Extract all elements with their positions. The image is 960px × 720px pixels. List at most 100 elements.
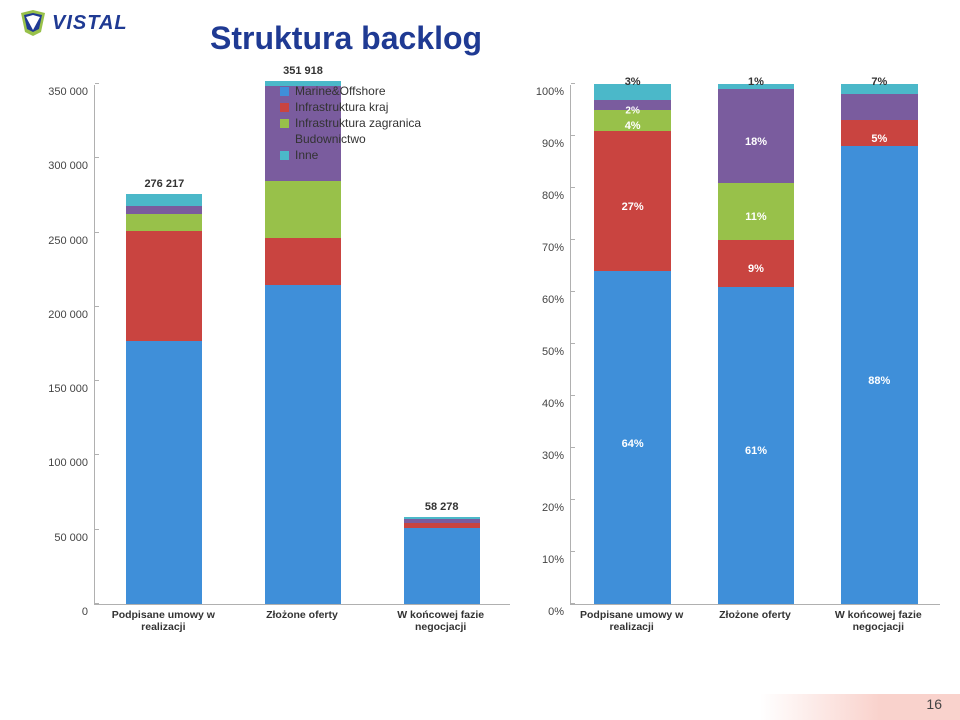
abs-bar-segment <box>126 341 202 604</box>
abs-bar-segment <box>126 206 202 214</box>
abs-y-axis: 050 000100 000150 000200 000250 000300 0… <box>40 85 94 605</box>
brand-name: VISTAL <box>52 12 128 35</box>
abs-chart: 050 000100 000150 000200 000250 000300 0… <box>40 85 510 645</box>
legend-swatch <box>280 103 289 112</box>
pct-x-labels: Podpisane umowy w realizacjiZłożone ofer… <box>570 609 940 645</box>
abs-tick-line <box>95 603 99 604</box>
pct-plot-area: 64%27%4%2%3%61%9%11%18%1%88%5%7% <box>570 85 940 605</box>
pct-data-label: 7% <box>841 76 917 88</box>
pct-y-tick: 30% <box>542 450 564 462</box>
legend-swatch <box>280 151 289 160</box>
pct-x-label: Złożone oferty <box>693 609 816 621</box>
abs-tick-line <box>95 83 99 84</box>
legend-label: Budownictwo <box>295 132 366 146</box>
abs-y-tick: 100 000 <box>48 457 88 469</box>
abs-tick-line <box>95 232 99 233</box>
pct-data-label: 3% <box>594 76 670 88</box>
pct-chart: 0% 10% 20% 30% 40% 50% 60% 70% 80% 90% 100% 64% 27%… <box>530 85 940 645</box>
abs-bar-segment <box>126 194 202 206</box>
abs-tick-line <box>95 380 99 381</box>
legend-label: Infrastruktura kraj <box>295 100 388 114</box>
page-number: 16 <box>926 696 942 712</box>
pct-tick-line <box>571 499 575 500</box>
legend-label: Inne <box>295 148 318 162</box>
pct-data-label: 64% <box>594 438 670 450</box>
legend-swatch <box>280 135 289 144</box>
pct-tick-line <box>571 551 575 552</box>
abs-bar-segment <box>126 214 202 230</box>
abs-bar-total: 58 278 <box>404 501 480 513</box>
abs-tick-line <box>95 454 99 455</box>
pct-x-label: W końcowej fazie negocjacji <box>817 609 940 633</box>
pct-data-label: 5% <box>841 133 917 145</box>
pct-tick-line <box>571 395 575 396</box>
abs-bar-segment <box>265 285 341 604</box>
pct-data-label: 61% <box>718 445 794 457</box>
abs-bar <box>126 194 202 604</box>
abs-bar-segment <box>404 528 480 604</box>
abs-tick-line <box>95 306 99 307</box>
abs-bar-segment <box>265 181 341 239</box>
pct-tick-line <box>571 603 575 604</box>
pct-y-tick: 10% <box>542 554 564 566</box>
abs-y-tick: 200 000 <box>48 309 88 321</box>
legend-item: Budownictwo <box>280 132 421 146</box>
pct-data-label: 11% <box>718 211 794 223</box>
pct-y-tick: 0% <box>548 606 564 618</box>
pct-data-label: 88% <box>841 375 917 387</box>
legend-item: Infrastruktura zagranica <box>280 116 421 130</box>
legend-item: Infrastruktura kraj <box>280 100 421 114</box>
pct-y-tick: 90% <box>542 138 564 150</box>
pct-y-tick: 40% <box>542 398 564 410</box>
abs-x-label: Podpisane umowy w realizacji <box>94 609 233 633</box>
pct-data-label: 4% <box>594 120 670 132</box>
abs-tick-line <box>95 157 99 158</box>
logo-shield-icon <box>18 10 48 36</box>
pct-bar <box>841 84 917 604</box>
abs-bar-segment <box>126 231 202 342</box>
abs-bar-segment <box>265 238 341 285</box>
pct-data-label: 1% <box>718 76 794 88</box>
pct-x-label: Podpisane umowy w realizacji <box>570 609 693 633</box>
pct-tick-line <box>571 83 575 84</box>
abs-y-tick: 50 000 <box>54 532 88 544</box>
brand-logo: VISTAL <box>18 10 128 36</box>
pct-y-tick: 60% <box>542 294 564 306</box>
pct-data-label: 18% <box>718 136 794 148</box>
legend-swatch <box>280 119 289 128</box>
abs-y-tick: 150 000 <box>48 383 88 395</box>
pct-bar <box>594 84 670 604</box>
chart-legend: Marine&Offshore Infrastruktura kraj Infras… <box>280 82 421 164</box>
pct-y-tick: 20% <box>542 502 564 514</box>
pct-data-label: 27% <box>594 201 670 213</box>
pct-tick-line <box>571 135 575 136</box>
pct-data-label: 9% <box>718 263 794 275</box>
abs-bar <box>404 517 480 604</box>
abs-x-label: Złożone oferty <box>233 609 372 621</box>
pct-data-label: 2% <box>594 105 670 116</box>
pct-y-tick: 50% <box>542 346 564 358</box>
pct-tick-line <box>571 343 575 344</box>
slide-title: Struktura backlog <box>210 20 482 57</box>
pct-tick-line <box>571 187 575 188</box>
pct-tick-line <box>571 239 575 240</box>
pct-y-axis: 0%10%20%30%40%50%60%70%80%90%100% <box>530 85 570 605</box>
legend-item: Marine&Offshore <box>280 84 421 98</box>
abs-y-tick: 250 000 <box>48 235 88 247</box>
abs-bar-total: 351 918 <box>265 65 341 77</box>
abs-y-tick: 300 000 <box>48 160 88 172</box>
legend-label: Infrastruktura zagranica <box>295 116 421 130</box>
pct-bar-segment <box>841 94 917 120</box>
abs-bar-total: 276 217 <box>126 178 202 190</box>
legend-swatch <box>280 87 289 96</box>
pct-bar <box>718 84 794 604</box>
legend-label: Marine&Offshore <box>295 84 386 98</box>
pct-y-tick: 70% <box>542 242 564 254</box>
abs-x-labels: Podpisane umowy w realizacjiZłożone ofer… <box>94 609 510 645</box>
legend-item: Inne <box>280 148 421 162</box>
pct-tick-line <box>571 291 575 292</box>
pct-tick-line <box>571 447 575 448</box>
abs-tick-line <box>95 529 99 530</box>
pct-y-tick: 80% <box>542 190 564 202</box>
pct-y-tick: 100% <box>536 86 564 98</box>
